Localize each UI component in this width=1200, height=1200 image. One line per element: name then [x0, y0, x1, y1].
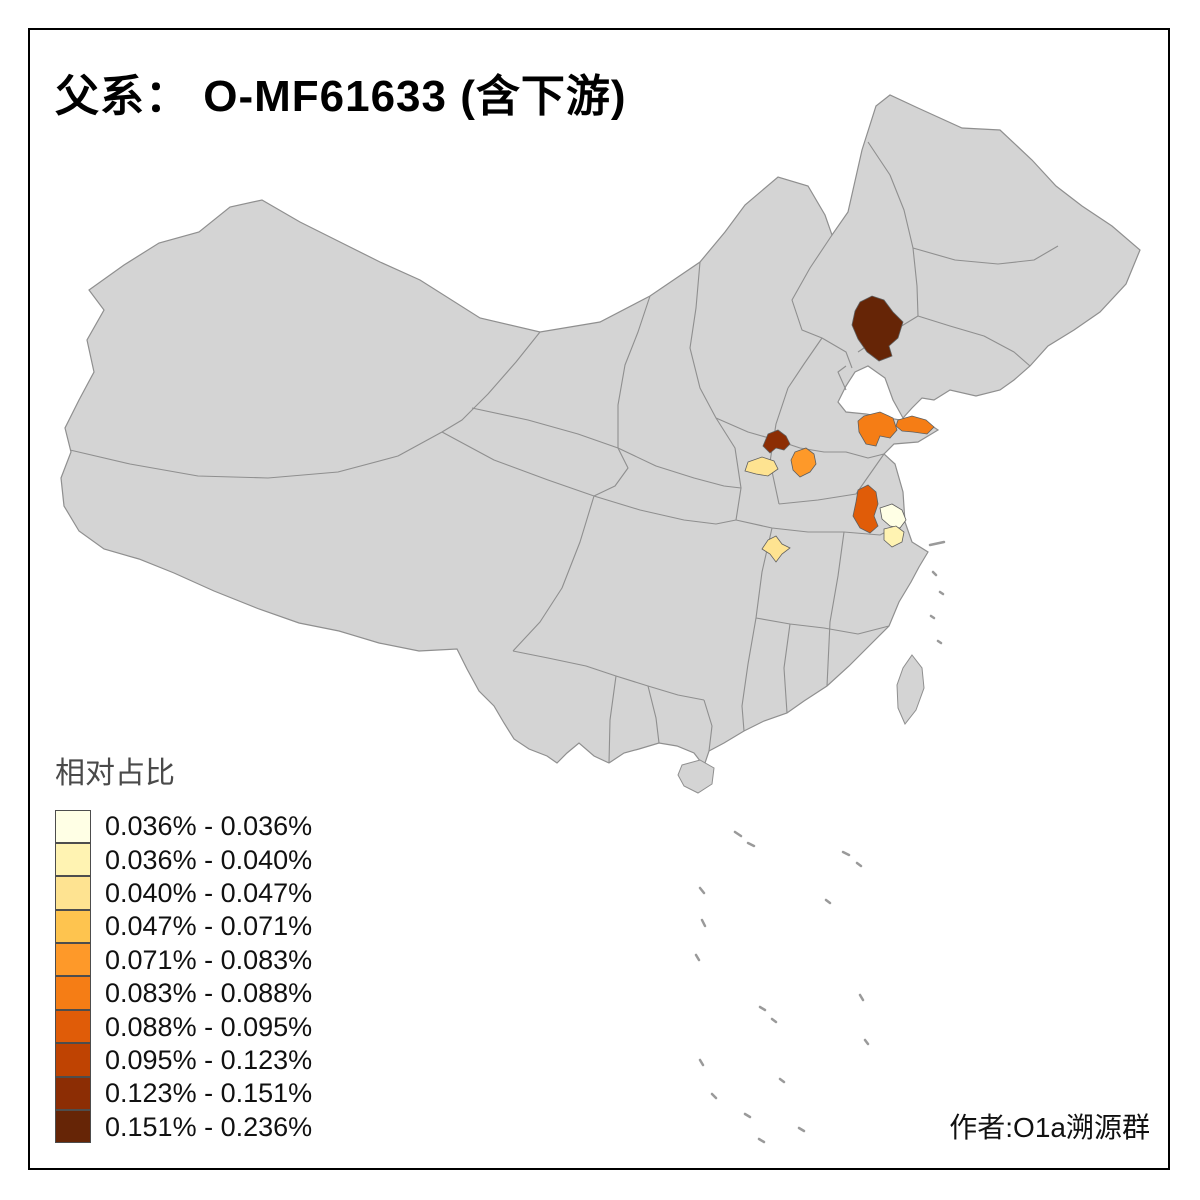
legend-row: 0.036% - 0.036% — [55, 809, 313, 843]
legend-swatch — [55, 1043, 91, 1077]
legend-label: 0.083% - 0.088% — [105, 978, 313, 1009]
choropleth-regions — [744, 295, 935, 563]
legend-label: 0.036% - 0.040% — [105, 844, 313, 875]
legend-row: 0.083% - 0.088% — [55, 976, 313, 1010]
legend-row: 0.123% - 0.151% — [55, 1076, 313, 1111]
choropleth-region — [895, 415, 935, 435]
legend-row: 0.047% - 0.071% — [55, 909, 313, 944]
legend-label: 0.151% - 0.236% — [105, 1111, 313, 1142]
legend-label: 0.047% - 0.071% — [105, 911, 313, 942]
legend-title: 相对占比 — [55, 757, 175, 790]
legend-row: 0.036% - 0.040% — [55, 842, 313, 877]
choropleth-region — [762, 429, 791, 454]
hainan-island — [677, 759, 715, 794]
legend-swatch — [55, 1009, 91, 1044]
legend-swatch — [55, 809, 91, 843]
attribution: 作者:O1a溯源群 — [949, 1112, 1150, 1143]
legend-row: 0.040% - 0.047% — [55, 876, 313, 910]
legend-swatch — [55, 943, 91, 977]
plot-frame — [28, 28, 1170, 1170]
legend-label: 0.036% - 0.036% — [105, 811, 313, 842]
legend-label: 0.123% - 0.151% — [105, 1078, 313, 1109]
legend-rows: 0.036% - 0.036% 0.036% - 0.040% 0.040% - 0… — [55, 809, 313, 1144]
choropleth-region — [744, 456, 779, 477]
legend-swatch — [55, 1076, 91, 1111]
legend-row: 0.088% - 0.095% — [55, 1009, 313, 1044]
choropleth-region — [879, 503, 907, 529]
choropleth-region — [851, 295, 904, 362]
choropleth-region — [857, 411, 898, 447]
legend-row: 0.071% - 0.083% — [55, 943, 313, 977]
china-mainland-outline — [60, 94, 1141, 768]
legend-swatch — [55, 876, 91, 910]
choropleth-region — [790, 447, 817, 478]
choropleth-region — [883, 525, 905, 548]
legend-row: 0.151% - 0.236% — [55, 1110, 313, 1144]
legend-label: 0.088% - 0.095% — [105, 1011, 313, 1042]
legend-label: 0.040% - 0.047% — [105, 877, 313, 908]
legend-label: 0.095% - 0.123% — [105, 1044, 313, 1075]
legend-swatch — [55, 1110, 91, 1144]
choropleth-region — [852, 484, 879, 534]
legend-swatch — [55, 909, 91, 944]
choropleth-region — [761, 535, 791, 563]
legend-label: 0.071% - 0.083% — [105, 944, 313, 975]
sea-islands — [694, 540, 946, 1144]
page-title: 父系： O-MF61633 (含下游) — [55, 72, 627, 121]
legend-swatch — [55, 842, 91, 877]
taiwan-island — [896, 654, 925, 725]
legend-swatch — [55, 976, 91, 1010]
legend-row: 0.095% - 0.123% — [55, 1043, 313, 1077]
legend: 相对占比 0.036% - 0.036% 0.036% - 0.040% 0.040… — [55, 748, 312, 1144]
